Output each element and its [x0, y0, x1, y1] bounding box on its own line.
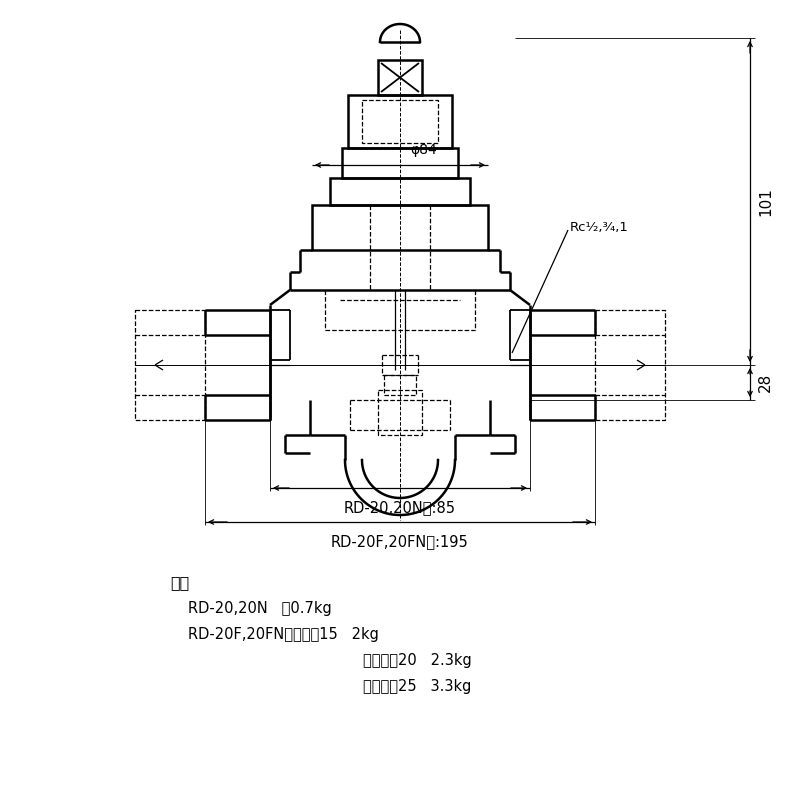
Bar — [595, 310, 665, 420]
Bar — [330, 178, 470, 205]
Text: 質量: 質量 — [170, 575, 190, 590]
Text: 28: 28 — [758, 373, 773, 392]
Bar — [342, 148, 458, 178]
Bar — [312, 205, 488, 250]
Text: φ84: φ84 — [410, 143, 437, 157]
Bar — [378, 390, 422, 435]
Bar — [378, 60, 422, 95]
Bar — [384, 375, 416, 395]
Text: ：呼び径25   3.3kg: ：呼び径25 3.3kg — [363, 679, 471, 694]
Bar — [362, 100, 438, 143]
Text: RD-20,20N型:85: RD-20,20N型:85 — [344, 500, 456, 515]
Text: 101: 101 — [758, 187, 773, 216]
Bar — [135, 310, 205, 420]
Text: RD-20,20N   ：0.7kg: RD-20,20N ：0.7kg — [188, 601, 332, 616]
Bar — [348, 95, 452, 148]
Text: RD-20F,20FN：呼び径15   2kg: RD-20F,20FN：呼び径15 2kg — [188, 627, 379, 642]
Text: Rc¹⁄₂,³⁄₄,1: Rc¹⁄₂,³⁄₄,1 — [570, 222, 629, 234]
Text: ：呼び径20   2.3kg: ：呼び径20 2.3kg — [363, 653, 472, 668]
Text: RD-20F,20FN型:195: RD-20F,20FN型:195 — [331, 534, 469, 549]
